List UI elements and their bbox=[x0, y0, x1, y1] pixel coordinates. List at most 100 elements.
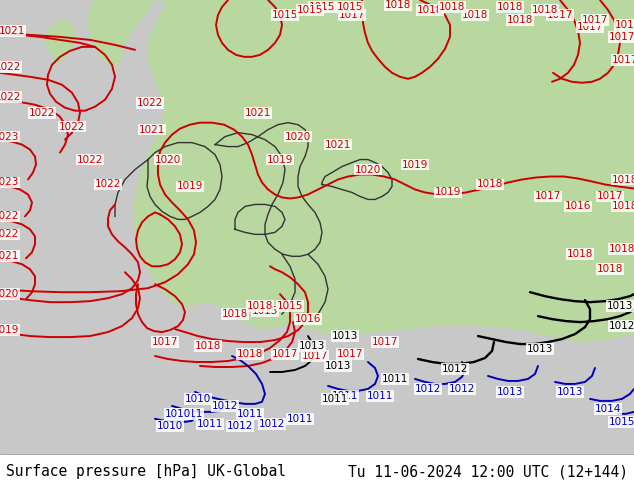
Text: 1015: 1015 bbox=[297, 5, 323, 15]
Text: 1018: 1018 bbox=[477, 179, 503, 190]
Text: 1020: 1020 bbox=[285, 132, 311, 142]
Polygon shape bbox=[95, 0, 634, 342]
Text: 1022: 1022 bbox=[77, 154, 103, 165]
Text: 1013: 1013 bbox=[497, 387, 523, 397]
Text: 1020: 1020 bbox=[155, 154, 181, 165]
Text: 1017: 1017 bbox=[597, 192, 623, 201]
Text: 1021: 1021 bbox=[139, 124, 165, 135]
Polygon shape bbox=[328, 0, 634, 149]
Text: 1021: 1021 bbox=[245, 108, 271, 118]
Text: 1018: 1018 bbox=[247, 301, 273, 311]
Text: 1012: 1012 bbox=[415, 384, 441, 394]
Text: 1017: 1017 bbox=[547, 10, 573, 20]
Text: 1016: 1016 bbox=[565, 201, 591, 211]
Text: 1013: 1013 bbox=[299, 341, 325, 351]
Text: 1021: 1021 bbox=[0, 26, 25, 36]
Text: 1013: 1013 bbox=[527, 344, 553, 354]
Text: 1018: 1018 bbox=[417, 5, 443, 15]
Text: 1011: 1011 bbox=[177, 409, 203, 419]
Text: 1017: 1017 bbox=[612, 55, 634, 65]
Text: 1015: 1015 bbox=[277, 301, 303, 311]
Polygon shape bbox=[45, 20, 75, 65]
Text: 1018: 1018 bbox=[597, 264, 623, 274]
Text: 1011: 1011 bbox=[287, 414, 313, 424]
Text: 1018: 1018 bbox=[567, 249, 593, 259]
Text: 1018: 1018 bbox=[195, 341, 221, 351]
Text: 1020: 1020 bbox=[0, 289, 19, 299]
Text: 1012: 1012 bbox=[449, 384, 476, 394]
Text: 1011: 1011 bbox=[367, 391, 393, 401]
Text: 1015: 1015 bbox=[272, 10, 298, 20]
Text: 1017: 1017 bbox=[372, 337, 398, 347]
Text: 1018: 1018 bbox=[609, 245, 634, 254]
Text: 1019: 1019 bbox=[177, 181, 203, 192]
Text: 1012: 1012 bbox=[227, 421, 253, 431]
Text: 1018: 1018 bbox=[532, 5, 558, 15]
Text: 1014: 1014 bbox=[595, 404, 621, 414]
Text: 1013: 1013 bbox=[557, 387, 583, 397]
Text: 1022: 1022 bbox=[95, 179, 121, 190]
Text: 1010: 1010 bbox=[157, 421, 183, 431]
Text: 1012: 1012 bbox=[442, 364, 468, 374]
Polygon shape bbox=[322, 160, 392, 199]
Text: 1020: 1020 bbox=[355, 165, 381, 174]
Text: 1015: 1015 bbox=[609, 417, 634, 427]
Polygon shape bbox=[215, 122, 322, 256]
Text: 1021: 1021 bbox=[325, 140, 351, 149]
Text: 1012: 1012 bbox=[609, 321, 634, 331]
Text: 1022: 1022 bbox=[0, 211, 19, 221]
Polygon shape bbox=[88, 0, 152, 65]
Text: 1017: 1017 bbox=[535, 192, 561, 201]
Text: 1018: 1018 bbox=[612, 174, 634, 185]
Text: 1018: 1018 bbox=[462, 10, 488, 20]
Polygon shape bbox=[235, 204, 285, 234]
Text: 1018: 1018 bbox=[612, 201, 634, 211]
Text: 1021: 1021 bbox=[0, 251, 19, 261]
Text: 1013: 1013 bbox=[607, 301, 633, 311]
Text: 1022: 1022 bbox=[137, 98, 163, 108]
Text: 1022: 1022 bbox=[59, 122, 85, 132]
Text: 1011: 1011 bbox=[332, 391, 358, 401]
Polygon shape bbox=[147, 143, 222, 220]
Text: 1011: 1011 bbox=[237, 409, 263, 419]
Text: 1022: 1022 bbox=[0, 92, 21, 102]
Text: 1010: 1010 bbox=[165, 409, 191, 419]
Text: 1012: 1012 bbox=[259, 419, 285, 429]
Text: 1019: 1019 bbox=[267, 154, 293, 165]
Text: 1018: 1018 bbox=[497, 2, 523, 12]
Text: 1018: 1018 bbox=[237, 349, 263, 359]
Polygon shape bbox=[276, 65, 315, 113]
Text: 1023: 1023 bbox=[0, 132, 19, 142]
Text: 1016: 1016 bbox=[295, 314, 321, 324]
Text: 1017: 1017 bbox=[577, 22, 603, 32]
Text: 1015: 1015 bbox=[252, 306, 278, 316]
Text: 1017: 1017 bbox=[582, 15, 608, 25]
Text: 1013: 1013 bbox=[325, 361, 351, 371]
Text: 1017: 1017 bbox=[152, 337, 178, 347]
Text: 1018: 1018 bbox=[439, 2, 465, 12]
Text: 1017: 1017 bbox=[615, 20, 634, 30]
Text: 1010: 1010 bbox=[185, 394, 211, 404]
Text: 1017: 1017 bbox=[339, 10, 365, 20]
Text: 1018: 1018 bbox=[385, 0, 411, 10]
Text: Surface pressure [hPa] UK-Global: Surface pressure [hPa] UK-Global bbox=[6, 465, 286, 479]
Text: 1019: 1019 bbox=[435, 188, 461, 197]
Text: 1019: 1019 bbox=[0, 325, 19, 335]
Text: 1019: 1019 bbox=[402, 160, 428, 170]
Text: Tu 11-06-2024 12:00 UTC (12+144): Tu 11-06-2024 12:00 UTC (12+144) bbox=[348, 465, 628, 479]
Text: 1011: 1011 bbox=[382, 374, 408, 384]
Text: 1011: 1011 bbox=[322, 394, 348, 404]
Text: 1022: 1022 bbox=[0, 229, 19, 239]
Text: 1022: 1022 bbox=[29, 108, 55, 118]
Text: 1011: 1011 bbox=[197, 419, 223, 429]
Text: 1023: 1023 bbox=[0, 177, 19, 188]
Text: 1013: 1013 bbox=[332, 331, 358, 341]
Text: 1017: 1017 bbox=[337, 349, 363, 359]
Text: 1015: 1015 bbox=[309, 2, 335, 12]
Text: 1017: 1017 bbox=[272, 349, 298, 359]
Text: 1018: 1018 bbox=[222, 309, 248, 319]
Text: 1018: 1018 bbox=[507, 15, 533, 25]
Text: 1015: 1015 bbox=[337, 2, 363, 12]
Text: 1017: 1017 bbox=[609, 32, 634, 42]
Text: 1017: 1017 bbox=[302, 351, 328, 361]
